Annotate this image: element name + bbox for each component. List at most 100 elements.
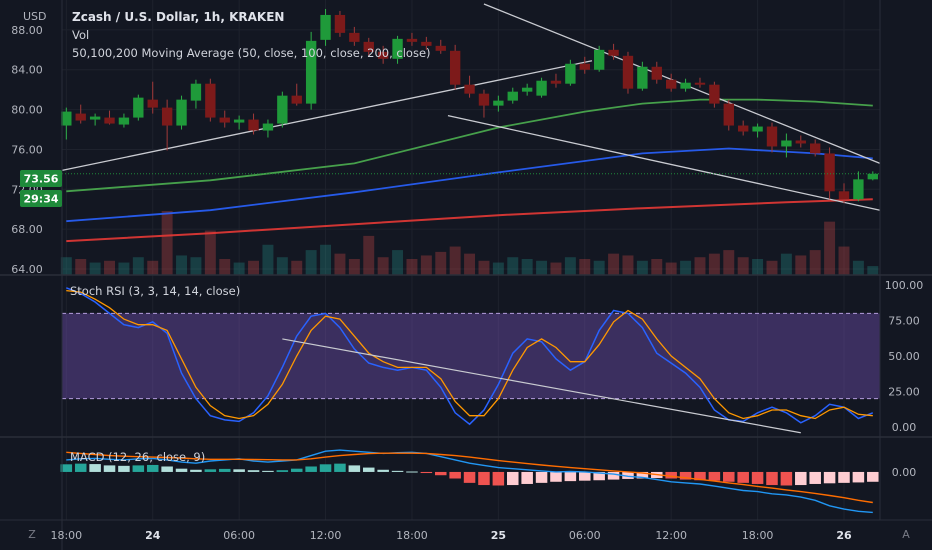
candle: [665, 73, 677, 92]
volume-bar: [867, 266, 879, 275]
candle-body: [795, 140, 806, 144]
volume-bar: [809, 250, 821, 275]
volume-bar: [464, 253, 476, 275]
macd-histogram-bar: [391, 470, 404, 472]
candle-body: [205, 83, 216, 118]
volume-bar: [665, 262, 677, 275]
volume-bar: [536, 260, 548, 275]
macd-histogram-bar: [262, 470, 274, 472]
candle: [709, 81, 720, 108]
candle: [89, 113, 101, 126]
volume-bar: [766, 260, 778, 275]
price-y-tick: 64.00: [11, 263, 43, 276]
auto-scale-button[interactable]: A: [902, 528, 910, 541]
macd-histogram-bar: [319, 464, 332, 472]
candle: [449, 44, 461, 90]
volume-bar: [176, 255, 188, 275]
volume-bar: [377, 257, 389, 275]
candle-body: [118, 117, 130, 125]
candle: [277, 91, 288, 128]
candle: [565, 59, 576, 86]
volume-bar: [723, 250, 735, 275]
candle-body: [507, 91, 518, 101]
volume-bar: [694, 257, 706, 275]
candle: [406, 32, 418, 46]
candle: [478, 89, 490, 118]
macd-histogram-bar: [593, 471, 605, 481]
volume-bar: [521, 259, 533, 275]
volume-bar: [579, 259, 591, 275]
macd-histogram-bar: [535, 471, 548, 483]
macd-histogram-bar: [708, 471, 721, 481]
symbol-title[interactable]: Zcash / U.S. Dollar, 1h, KRAKEN: [72, 10, 284, 24]
volume-bar: [564, 257, 576, 275]
volume-bar: [651, 259, 663, 275]
candle-body: [723, 103, 734, 126]
macd-histogram-bar: [521, 471, 533, 484]
candle: [493, 95, 504, 112]
volume-bar: [60, 257, 72, 275]
candle-body: [61, 111, 72, 126]
macd-histogram-bar: [218, 468, 231, 472]
candle-body: [838, 191, 850, 200]
stoch-rsi-legend[interactable]: Stoch RSI (3, 3, 14, 14, close): [70, 284, 240, 298]
candle: [795, 135, 806, 148]
ma200-line: [66, 198, 873, 243]
macd-histogram-bar: [679, 471, 692, 480]
candle: [133, 94, 144, 121]
candle: [507, 87, 518, 104]
bar-countdown-badge: [20, 190, 62, 207]
candle: [738, 120, 749, 136]
volume-bar: [233, 262, 245, 275]
macd-histogram-bar: [823, 471, 836, 484]
time-x-tick: 26: [836, 529, 852, 542]
candle: [320, 8, 331, 46]
candle-body: [464, 84, 475, 94]
candle-body: [233, 119, 245, 123]
volume-bar: [104, 260, 115, 275]
candle-body: [867, 173, 878, 180]
candle: [104, 110, 115, 125]
candle: [190, 79, 202, 109]
last-price-tag: 73.56 29:34: [20, 170, 62, 207]
macd-histogram-bar: [607, 471, 620, 480]
macd-histogram-bar: [118, 465, 130, 472]
macd-histogram-bar: [132, 465, 145, 472]
time-x-tick: 06:00: [569, 529, 601, 542]
volume-bar: [852, 260, 864, 275]
ma100-line: [66, 147, 873, 223]
macd-histogram-bar: [175, 468, 188, 472]
candle-body: [853, 179, 864, 200]
volume-bar: [780, 253, 792, 275]
currency-label: USD: [23, 10, 47, 23]
candle: [694, 77, 706, 88]
ma50-line: [66, 98, 873, 193]
bar-countdown-value: 29:34: [23, 193, 58, 206]
candle-body: [190, 83, 202, 101]
price-candles: [61, 8, 880, 204]
candle-body: [262, 123, 274, 131]
stoch-y-tick: 0.00: [892, 421, 917, 434]
time-x-tick: 24: [145, 529, 161, 542]
candle: [435, 39, 446, 54]
timezone-button[interactable]: Z: [28, 528, 36, 541]
candle-body: [651, 66, 662, 80]
candle-body: [781, 140, 792, 147]
volume-bar: [363, 235, 375, 275]
candle-body: [147, 99, 158, 108]
macd-histogram-bar: [751, 471, 764, 484]
candle: [723, 99, 734, 131]
candle-body: [435, 45, 446, 51]
macd-histogram-bar: [420, 471, 433, 474]
time-x-tick: 18:00: [396, 529, 428, 542]
macd-histogram-bar: [838, 471, 850, 483]
volume-bar: [334, 253, 346, 275]
volume-legend[interactable]: Vol: [72, 28, 89, 42]
candle: [305, 31, 317, 110]
macd-legend[interactable]: MACD (12, 26, close, 9): [70, 450, 205, 464]
macd-histogram-bar: [190, 469, 202, 472]
moving-average-legend[interactable]: 50,100,200 Moving Average (50, close, 10…: [72, 46, 431, 60]
